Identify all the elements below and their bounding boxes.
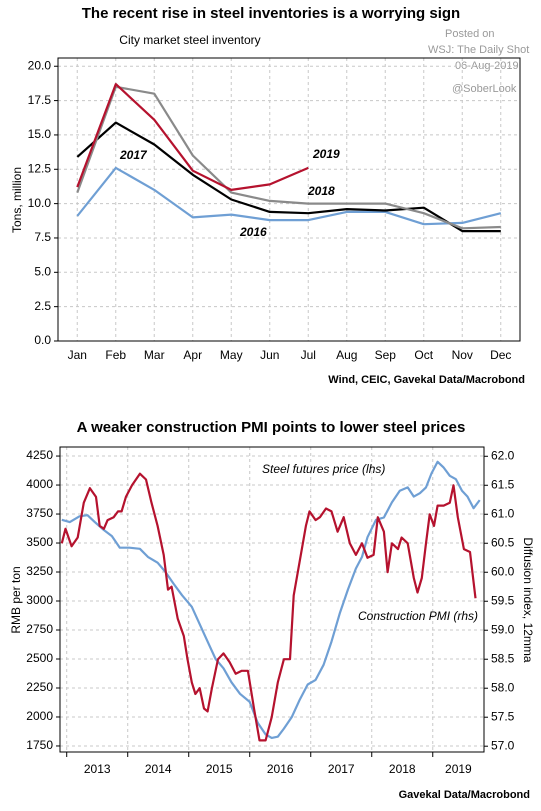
series-line (76, 85, 501, 230)
plot-frame (59, 446, 485, 753)
x-tick-label: Feb (105, 348, 126, 362)
x-tick-label: Dec (490, 348, 511, 362)
y-tick-label: 2.5 (34, 299, 51, 313)
y-tick-label: 2500 (26, 651, 53, 665)
x-tick-label: Jan (68, 348, 87, 362)
x-tick-label: 2016 (267, 762, 294, 776)
chart-title: The recent rise in steel inventories is … (82, 5, 460, 22)
y-tick-label: 5.0 (34, 264, 51, 278)
y2-tick-label: 60.5 (491, 535, 515, 549)
watermark: @SoberLook (452, 83, 517, 95)
watermark: Posted on (445, 28, 495, 40)
plot-frame (57, 57, 521, 342)
chart-subtitle: City market steel inventory (119, 33, 260, 47)
x-tick-label: Jun (260, 348, 279, 362)
x-tick-label: Apr (183, 348, 202, 362)
series-label: 2018 (307, 184, 335, 198)
source: Gavekal Data/Macrobond (399, 789, 530, 801)
y2-tick-label: 57.5 (491, 709, 515, 723)
series-label: Steel futures price (lhs) (262, 462, 385, 476)
y-axis-label: Tons, million (10, 167, 24, 233)
x-tick-label: Nov (452, 348, 473, 362)
y-tick-label: 2000 (26, 709, 53, 723)
y-tick-label: 3750 (26, 506, 53, 520)
y-tick-label: 3000 (26, 593, 53, 607)
y-tick-label: 20.0 (28, 58, 52, 72)
x-tick-label: 2018 (389, 762, 416, 776)
y2-tick-label: 57.0 (491, 738, 515, 752)
y-tick-label: 4250 (26, 448, 53, 462)
y2-axis-label: Diffusion index, 12mma (521, 537, 535, 663)
series-label: Construction PMI (rhs) (358, 609, 478, 623)
y-tick-label: 12.5 (28, 161, 52, 175)
x-tick-label: Mar (144, 348, 165, 362)
y2-tick-label: 58.5 (491, 651, 515, 665)
series-line (76, 166, 502, 226)
y2-tick-label: 59.5 (491, 593, 515, 607)
y-tick-label: 17.5 (28, 93, 52, 107)
y-tick-label: 4000 (26, 477, 53, 491)
x-tick-label: 2017 (328, 762, 355, 776)
y2-tick-label: 61.5 (491, 477, 515, 491)
series-label: 2019 (312, 147, 340, 161)
series-line (61, 460, 481, 739)
y-tick-label: 10.0 (28, 196, 52, 210)
x-tick-label: 2019 (445, 762, 472, 776)
y-tick-label: 2250 (26, 680, 53, 694)
y2-tick-label: 59.0 (491, 622, 515, 636)
y-tick-label: 7.5 (34, 230, 51, 244)
x-tick-label: 2015 (206, 762, 233, 776)
x-tick-label: Sep (375, 348, 397, 362)
x-tick-label: 2013 (84, 762, 111, 776)
source: Wind, CEIC, Gavekal Data/Macrobond (328, 374, 525, 386)
series-line (76, 121, 501, 233)
y2-tick-label: 62.0 (491, 448, 515, 462)
series-label: 2017 (119, 148, 148, 162)
y2-tick-label: 61.0 (491, 506, 515, 520)
y-tick-label: 15.0 (28, 127, 52, 141)
series-line (60, 472, 477, 742)
x-tick-label: Aug (336, 348, 357, 362)
watermark: WSJ: The Daily Shot (428, 44, 529, 56)
x-tick-label: 2014 (145, 762, 172, 776)
series-label: 2016 (239, 225, 267, 239)
series-line (76, 83, 309, 191)
x-tick-label: Jul (301, 348, 316, 362)
x-tick-label: May (220, 348, 243, 362)
chart-title: A weaker construction PMI points to lowe… (77, 419, 466, 436)
y-tick-label: 3500 (26, 535, 53, 549)
y-tick-label: 3250 (26, 564, 53, 578)
y-tick-label: 1750 (26, 738, 53, 752)
y-axis-label: RMB per ton (9, 566, 23, 633)
y2-tick-label: 58.0 (491, 680, 515, 694)
y-tick-label: 0.0 (34, 333, 51, 347)
y2-tick-label: 60.0 (491, 564, 515, 578)
y-tick-label: 2750 (26, 622, 53, 636)
x-tick-label: Oct (414, 348, 433, 362)
